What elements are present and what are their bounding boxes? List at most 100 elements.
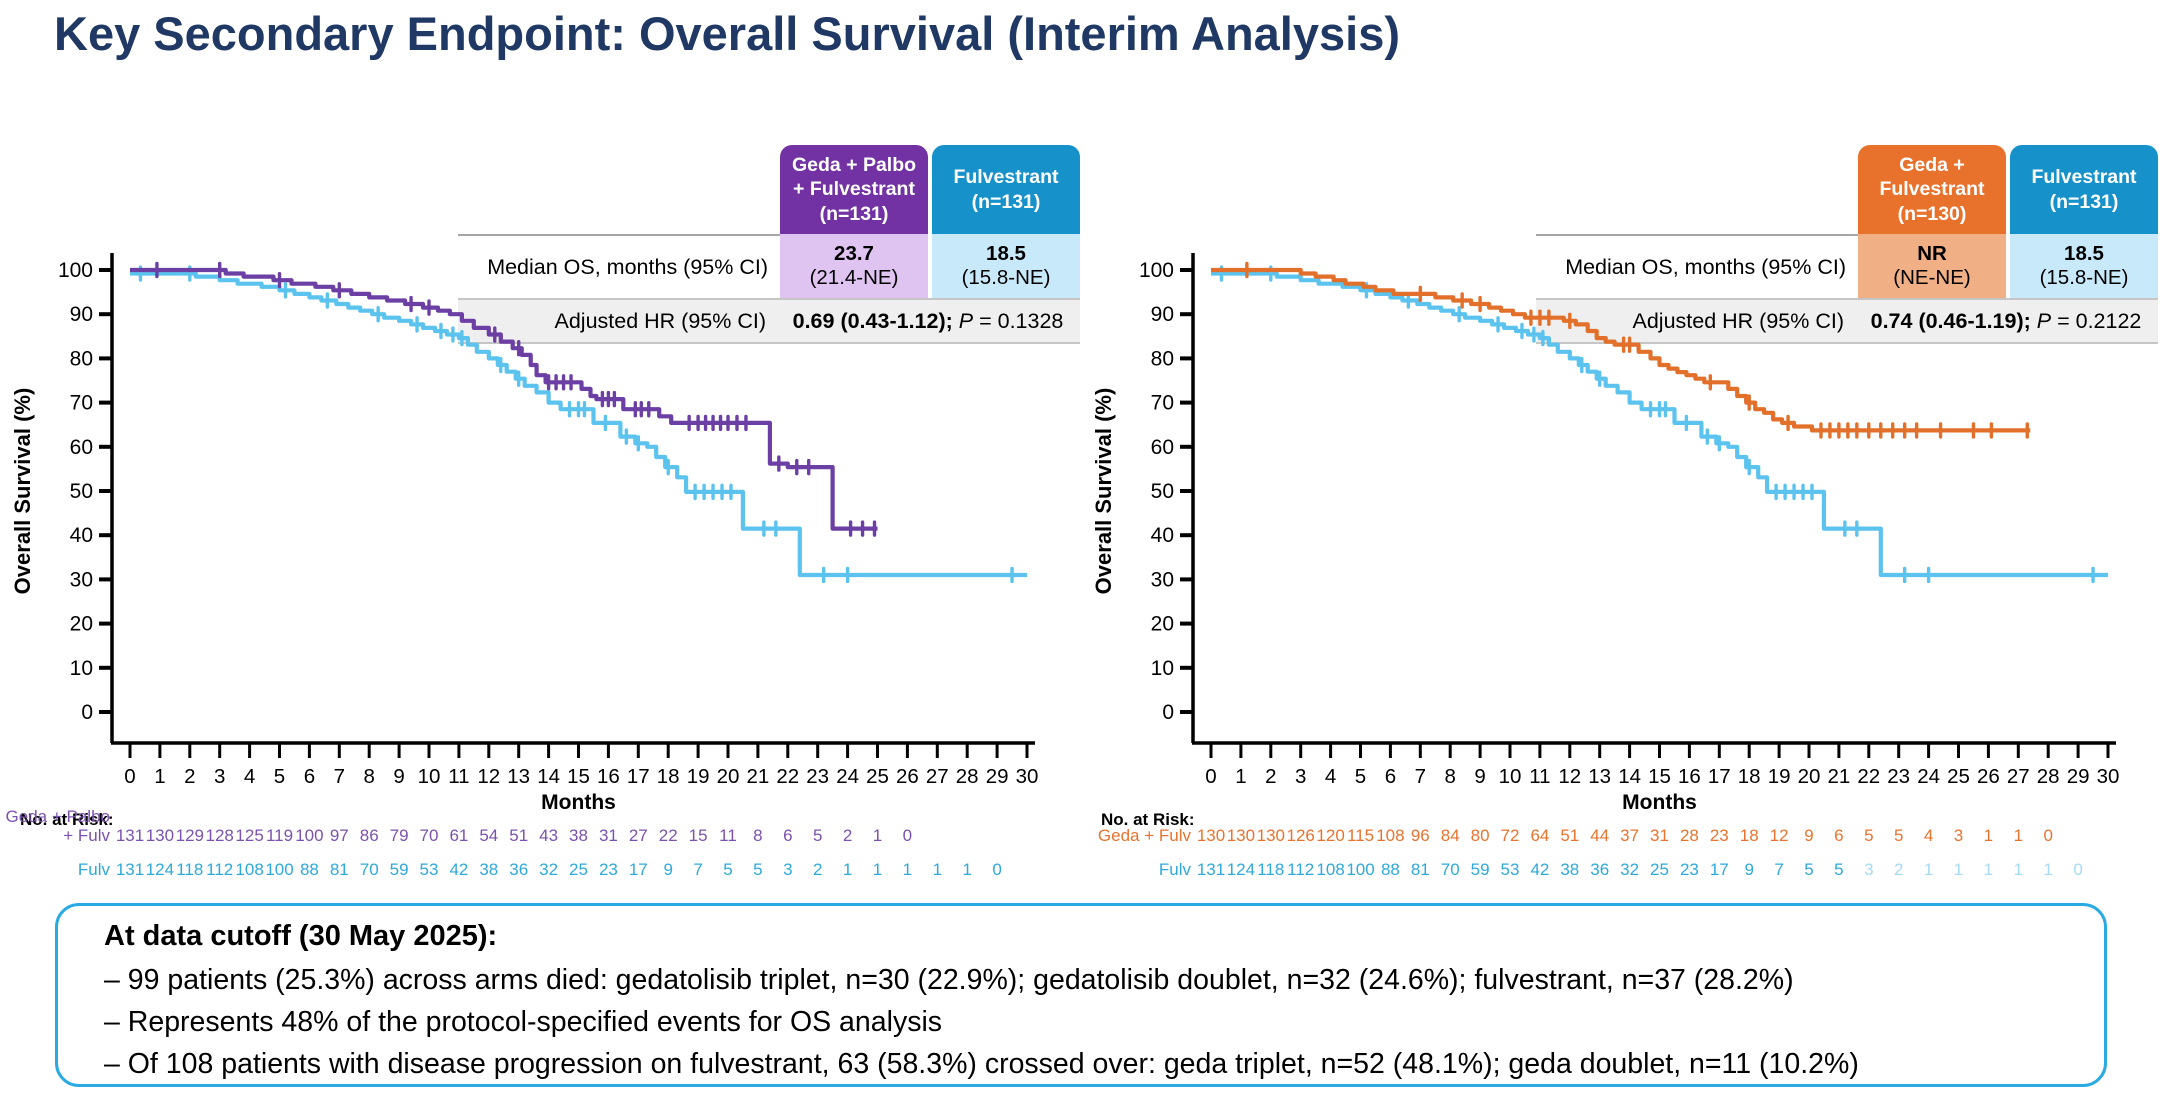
x-tick-label: 2 [1265, 765, 1276, 788]
risk-count: 8 [753, 826, 762, 845]
risk-count: 81 [330, 860, 349, 879]
risk-count: 1 [1984, 826, 1993, 845]
risk-count: 38 [1560, 860, 1579, 879]
no-at-risk-label: No. at Risk: [20, 810, 114, 829]
risk-count: 36 [1590, 860, 1609, 879]
risk-count: 0 [992, 860, 1001, 879]
x-tick-label: 8 [363, 765, 374, 788]
risk-row-label: Fulv [1159, 860, 1192, 879]
adjusted-hr-row: Adjusted HR (95% CI) 0.69 (0.43-1.12); P… [458, 298, 1080, 345]
censor-ticks-geda-fulv [1245, 261, 2029, 439]
x-tick-label: 4 [244, 765, 255, 788]
page-title: Key Secondary Endpoint: Overall Survival… [54, 7, 1400, 60]
risk-count: 6 [1834, 826, 1843, 845]
y-tick-label: 0 [1162, 701, 1174, 724]
risk-count: 1 [873, 826, 882, 845]
note-bullet: – Represents 48% of the protocol-specifi… [104, 1006, 943, 1038]
risk-count: 28 [1680, 826, 1699, 845]
x-tick-label: 23 [806, 765, 829, 788]
risk-count: 5 [753, 860, 762, 879]
y-tick-label: 80 [70, 347, 93, 370]
km-curve-geda-palbo-fulv [130, 267, 878, 531]
x-tick-label: 0 [1205, 765, 1216, 788]
risk-count: 130 [1227, 826, 1255, 845]
km-curve-fulvestrant [130, 271, 1027, 578]
y-tick-label: 90 [1151, 303, 1174, 326]
risk-count: 96 [1411, 826, 1430, 845]
y-axis-label: Overall Survival (%) [10, 388, 35, 595]
y-tick-label: 0 [81, 701, 93, 724]
stats-table-triplet: Geda + Palbo + Fulvestrant (n=131) Fulve… [458, 145, 1080, 345]
risk-count: 88 [300, 860, 319, 879]
arm-header-triplet: Geda + Palbo + Fulvestrant (n=131) [780, 145, 928, 235]
risk-count: 1 [843, 860, 852, 879]
x-tick-label: 22 [1857, 765, 1880, 788]
censor-ticks-fulvestrant [1219, 265, 2095, 584]
risk-count: 108 [1316, 860, 1344, 879]
risk-count: 126 [1287, 826, 1315, 845]
x-tick-label: 16 [597, 765, 620, 788]
risk-count: 22 [659, 826, 678, 845]
risk-count: 2 [813, 860, 822, 879]
x-tick-label: 10 [418, 765, 441, 788]
x-tick-label: 2 [184, 765, 195, 788]
risk-count: 38 [479, 860, 498, 879]
risk-count: 70 [360, 860, 379, 879]
x-tick-label: 14 [537, 765, 560, 788]
x-tick-label: 24 [836, 765, 859, 788]
x-tick-label: 20 [717, 765, 740, 788]
risk-count: 25 [569, 860, 588, 879]
stats-table-doublet: Geda + Fulvestrant (n=130) Fulvestrant (… [1536, 145, 2158, 345]
x-tick-label: 5 [274, 765, 285, 788]
x-tick-label: 13 [507, 765, 530, 788]
x-tick-label: 29 [2067, 765, 2090, 788]
risk-count: 15 [689, 826, 708, 845]
x-tick-label: 25 [1947, 765, 1970, 788]
km-panel-doublet: 0 10 20 30 40 50 60 70 80 90 100 0 1 2 3 4 5 6 7 8 9 10 11 12 13… [1081, 95, 2162, 889]
risk-count: 51 [509, 826, 528, 845]
x-tick-label: 6 [304, 765, 315, 788]
km-curve-fulvestrant [1211, 271, 2108, 578]
risk-count: 70 [420, 826, 439, 845]
risk-count: 115 [1347, 826, 1374, 845]
y-tick-label: 30 [1151, 568, 1174, 591]
median-os-label: Median OS, months (95% CI) [1536, 234, 1858, 299]
risk-count: 86 [360, 826, 379, 845]
x-tick-label: 3 [1295, 765, 1306, 788]
risk-count: 130 [1197, 826, 1225, 845]
risk-count: 112 [206, 860, 233, 879]
risk-count: 53 [1501, 860, 1520, 879]
risk-count: 36 [509, 860, 528, 879]
x-tick-label: 25 [866, 765, 889, 788]
risk-count: 54 [479, 826, 498, 845]
y-tick-label: 90 [70, 303, 93, 326]
risk-count: 7 [1774, 860, 1783, 879]
risk-count: 25 [1650, 860, 1669, 879]
risk-count: 108 [1376, 826, 1404, 845]
risk-count: 3 [1954, 826, 1963, 845]
risk-count: 119 [266, 826, 293, 845]
x-tick-label: 12 [477, 765, 500, 788]
risk-count: 4 [1924, 826, 1933, 845]
censor-ticks-geda-palbo-fulv [155, 261, 877, 537]
censor-ticks-fulvestrant [138, 265, 1014, 584]
risk-count: 88 [1381, 860, 1400, 879]
risk-count: 6 [783, 826, 792, 845]
x-tick-label: 30 [1016, 765, 1039, 788]
y-tick-label: 70 [70, 392, 93, 415]
risk-count: 31 [599, 826, 618, 845]
x-tick-label: 8 [1444, 765, 1455, 788]
x-tick-label: 11 [1529, 765, 1550, 788]
y-tick-label: 60 [70, 436, 93, 459]
x-tick-label: 15 [567, 765, 590, 788]
x-tick-label: 7 [1415, 765, 1426, 788]
y-tick-label: 100 [1139, 259, 1174, 282]
risk-count: 97 [330, 826, 349, 845]
risk-count: 27 [629, 826, 648, 845]
risk-count: 32 [539, 860, 558, 879]
risk-count: 3 [1864, 860, 1873, 879]
y-tick-label: 50 [70, 480, 93, 503]
y-tick-label: 10 [1151, 657, 1174, 680]
median-os-value-doublet: NR (NE-NE) [1858, 234, 2006, 299]
no-at-risk-label: No. at Risk: [1101, 810, 1195, 829]
